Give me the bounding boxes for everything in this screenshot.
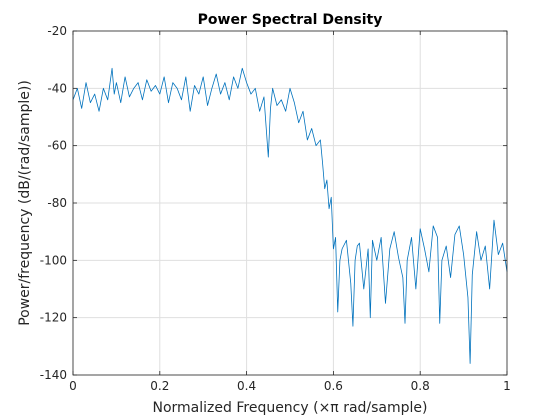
x-tick-label: 1 [503, 379, 511, 393]
x-tick-label: 0 [69, 379, 77, 393]
y-tick-label: -20 [47, 24, 67, 38]
grid [72, 30, 508, 376]
x-axis-label: Normalized Frequency (×π rad/sample) [153, 400, 428, 416]
y-tick-label: -140 [40, 368, 67, 382]
tick-marks [72, 30, 508, 376]
chart-title: Power Spectral Density [198, 12, 383, 28]
x-tick-label: 0.2 [150, 379, 169, 393]
y-tick-label: -60 [47, 139, 67, 153]
series-line-1 [72, 67, 508, 364]
x-tick-label: 0.8 [411, 379, 430, 393]
y-axis-label: Power/frequency (dB/(rad/sample)) [17, 80, 33, 326]
tick-labels: 0 0.2 0.4 0.6 0.8 1 -140 -120 -100 -80 -60 -40 -20 [40, 24, 511, 393]
y-tick-label: -40 [47, 81, 67, 95]
y-tick-label: -120 [40, 311, 67, 325]
y-tick-label: -100 [40, 253, 67, 267]
y-tick-label: -80 [47, 196, 67, 210]
series-layer [72, 67, 508, 364]
x-tick-label: 0.4 [237, 379, 256, 393]
x-tick-label: 0.6 [324, 379, 343, 393]
